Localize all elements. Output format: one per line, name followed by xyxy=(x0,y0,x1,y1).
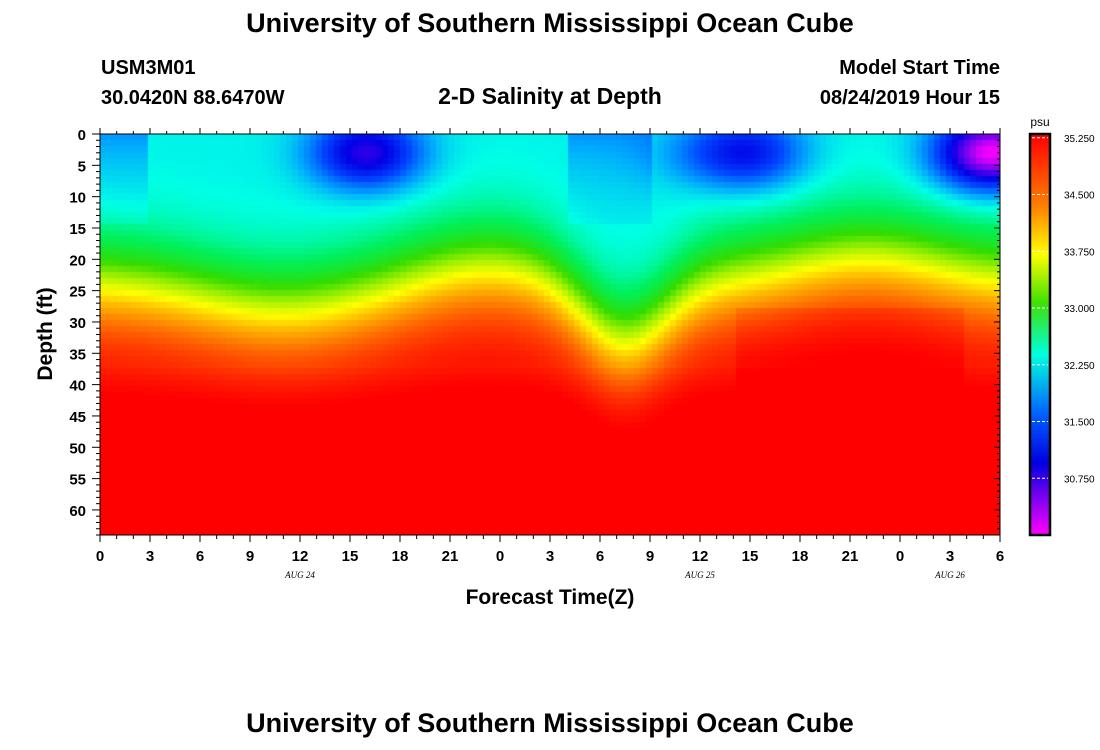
x-tick-label: 21 xyxy=(442,548,459,565)
colorbar-tick-label: 35.250 xyxy=(1064,134,1095,145)
colorbar-tick-label: 33.750 xyxy=(1064,247,1095,258)
x-tick-label: 6 xyxy=(196,548,204,565)
date-label: AUG 24 xyxy=(284,570,315,580)
x-tick-label: 18 xyxy=(792,548,809,565)
page-title-bottom: University of Southern Mississippi Ocean… xyxy=(246,708,854,738)
colorbar: psu 35.250 34.500 33.750 33.000 32.250 31.500 3… xyxy=(1028,115,1095,537)
colorbar-tick-label: 30.750 xyxy=(1064,474,1095,485)
y-tick-label: 30 xyxy=(69,315,86,332)
x-tick-label: 12 xyxy=(292,548,309,565)
y-axis: 0 5 10 15 20 25 30 35 40 45 50 55 60 xyxy=(69,127,1000,536)
y-tick-label: 5 xyxy=(78,158,86,175)
y-tick-label: 20 xyxy=(69,252,86,269)
y-tick-label: 55 xyxy=(69,472,86,489)
y-tick-label: 35 xyxy=(69,346,86,363)
heatmap-field xyxy=(100,134,1000,535)
colorbar-tick-label: 34.500 xyxy=(1064,191,1095,202)
colorbar-tick-label: 32.250 xyxy=(1064,361,1095,372)
x-tick-label: 9 xyxy=(646,548,654,565)
colorbar-gradient xyxy=(1028,132,1052,537)
date-label: AUG 26 xyxy=(934,570,965,580)
x-tick-label: 9 xyxy=(246,548,254,565)
y-tick-label: 0 xyxy=(78,127,86,144)
y-axis-label: Depth (ft) xyxy=(34,287,57,380)
page-title-top: University of Southern Mississippi Ocean… xyxy=(246,8,854,38)
y-tick-label: 45 xyxy=(69,409,86,426)
y-tick-label: 10 xyxy=(69,190,86,207)
x-axis: 0 3 6 9 12 15 18 21 0 3 6 9 12 15 18 21 0 3 6 AUG 24 AUG 25 A… xyxy=(96,128,1004,580)
x-tick-label: 3 xyxy=(946,548,954,565)
x-axis-label: Forecast Time(Z) xyxy=(466,586,635,609)
y-tick-label: 50 xyxy=(69,440,86,457)
station-id: USM3M01 xyxy=(101,57,196,79)
x-tick-label: 15 xyxy=(342,548,359,565)
y-tick-label: 25 xyxy=(69,284,86,301)
x-tick-label: 0 xyxy=(896,548,904,565)
model-start-value: 08/24/2019 Hour 15 xyxy=(819,87,1000,109)
y-tick-label: 40 xyxy=(69,378,86,395)
chart-title: 2-D Salinity at Depth xyxy=(438,83,662,109)
station-coordinates: 30.0420N 88.6470W xyxy=(101,87,285,109)
colorbar-tick-label: 31.500 xyxy=(1064,418,1095,429)
x-tick-label: 0 xyxy=(496,548,504,565)
x-tick-label: 21 xyxy=(842,548,859,565)
y-tick-label: 60 xyxy=(69,503,86,520)
colorbar-unit: psu xyxy=(1030,115,1049,129)
date-label: AUG 25 xyxy=(684,570,715,580)
x-tick-label: 6 xyxy=(596,548,604,565)
x-tick-label: 3 xyxy=(146,548,154,565)
x-tick-label: 6 xyxy=(996,548,1004,565)
x-tick-label: 15 xyxy=(742,548,759,565)
x-tick-label: 18 xyxy=(392,548,409,565)
y-tick-label: 15 xyxy=(69,221,86,238)
x-tick-label: 12 xyxy=(692,548,709,565)
x-tick-label: 3 xyxy=(546,548,554,565)
model-start-label: Model Start Time xyxy=(839,57,1000,79)
heatmap-field-container xyxy=(100,134,1000,535)
x-tick-label: 0 xyxy=(96,548,104,565)
colorbar-tick-label: 33.000 xyxy=(1064,304,1095,315)
